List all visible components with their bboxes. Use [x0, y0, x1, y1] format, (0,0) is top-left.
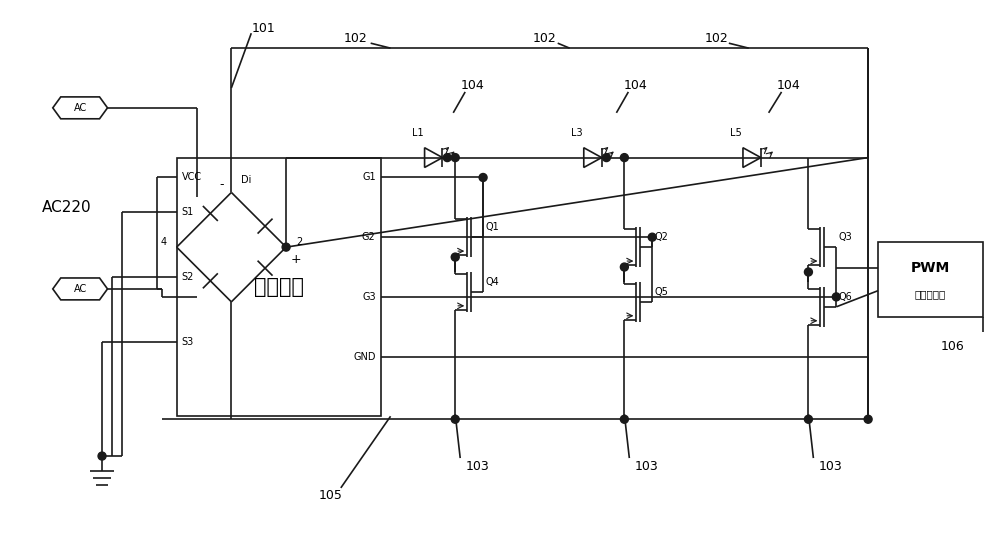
- Text: 信号输入端: 信号输入端: [915, 289, 946, 299]
- Text: +: +: [291, 253, 302, 266]
- Text: 102: 102: [344, 32, 368, 45]
- Circle shape: [451, 415, 459, 423]
- Text: VCC: VCC: [182, 172, 202, 183]
- Text: L1: L1: [412, 127, 423, 138]
- Text: 2: 2: [296, 237, 302, 247]
- Text: G1: G1: [362, 172, 376, 183]
- Circle shape: [282, 243, 290, 251]
- Text: 102: 102: [533, 32, 557, 45]
- Text: 105: 105: [319, 490, 343, 502]
- Circle shape: [620, 154, 628, 161]
- Circle shape: [451, 154, 459, 161]
- Text: S3: S3: [182, 336, 194, 347]
- Circle shape: [443, 154, 451, 161]
- Circle shape: [648, 233, 656, 241]
- Text: AC220: AC220: [42, 200, 92, 215]
- Text: 104: 104: [623, 79, 647, 92]
- Circle shape: [832, 293, 840, 301]
- Text: 106: 106: [940, 340, 964, 353]
- Circle shape: [804, 415, 812, 423]
- Text: 102: 102: [705, 32, 729, 45]
- Text: Q4: Q4: [485, 277, 499, 287]
- Text: 4: 4: [161, 237, 167, 247]
- Text: Di: Di: [241, 176, 252, 185]
- Circle shape: [620, 263, 628, 271]
- Text: 103: 103: [818, 459, 842, 473]
- Text: 103: 103: [634, 459, 658, 473]
- Text: 驱动控制: 驱动控制: [254, 277, 304, 297]
- Circle shape: [98, 452, 106, 460]
- Text: 101: 101: [251, 22, 275, 35]
- Text: L5: L5: [730, 127, 742, 138]
- Text: 104: 104: [460, 79, 484, 92]
- Circle shape: [620, 415, 628, 423]
- Text: PWM: PWM: [911, 261, 950, 275]
- Text: Q5: Q5: [654, 287, 668, 297]
- Circle shape: [479, 173, 487, 182]
- Text: S1: S1: [182, 207, 194, 217]
- Text: Q1: Q1: [485, 222, 499, 232]
- Circle shape: [451, 253, 459, 261]
- Text: S2: S2: [182, 272, 194, 282]
- Bar: [878, 242, 983, 317]
- Text: Q6: Q6: [838, 292, 852, 302]
- Text: 103: 103: [465, 459, 489, 473]
- Text: GND: GND: [353, 352, 376, 362]
- Text: Q3: Q3: [838, 232, 852, 242]
- Text: AC: AC: [74, 284, 87, 294]
- Bar: [177, 158, 381, 416]
- Circle shape: [804, 268, 812, 276]
- Text: L3: L3: [571, 127, 582, 138]
- Text: AC: AC: [74, 103, 87, 113]
- Text: G2: G2: [362, 232, 376, 242]
- Text: Q2: Q2: [654, 232, 668, 242]
- Text: 104: 104: [777, 79, 800, 92]
- Text: G3: G3: [362, 292, 376, 302]
- Circle shape: [864, 415, 872, 423]
- Text: -: -: [219, 178, 223, 191]
- Circle shape: [602, 154, 610, 161]
